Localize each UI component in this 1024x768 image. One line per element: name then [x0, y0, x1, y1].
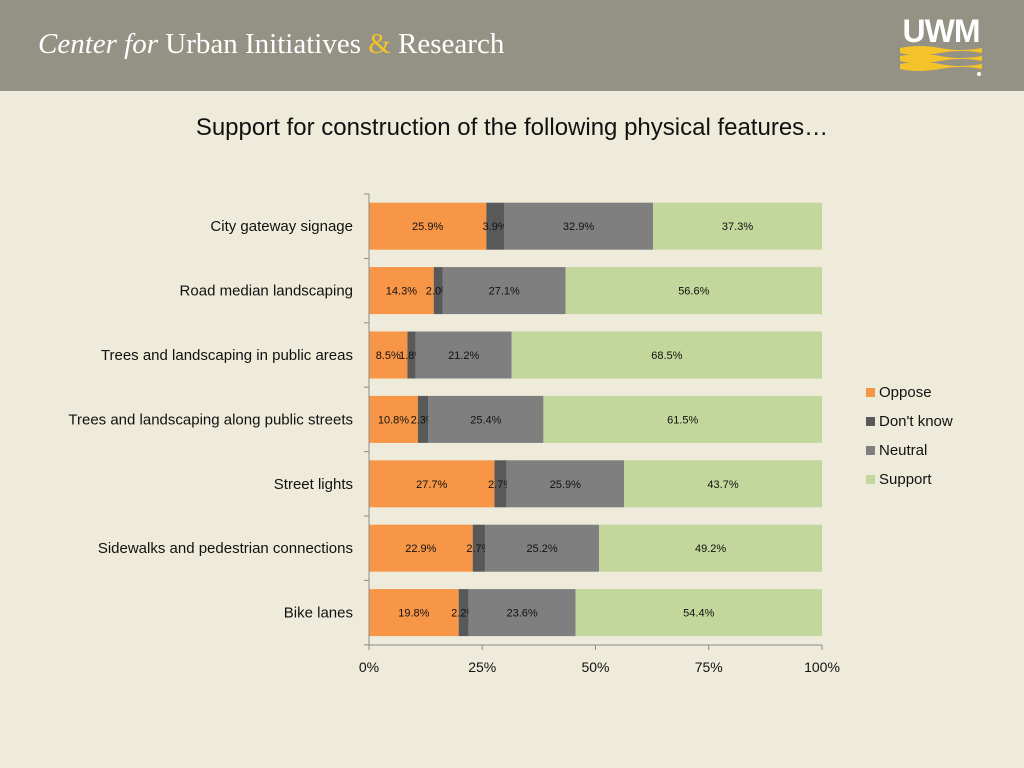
x-tick-label: 25% [468, 659, 496, 675]
uwm-logo-icon: UWM [900, 13, 982, 76]
data-label: 68.5% [651, 350, 682, 362]
bar-segment [369, 202, 487, 250]
bar-segment [575, 589, 822, 637]
bar-segment [369, 589, 459, 637]
data-label: 32.9% [563, 221, 594, 233]
category-label: City gateway signage [210, 218, 353, 235]
data-label: 56.6% [678, 286, 709, 298]
bar-segment [494, 460, 507, 508]
data-label: 8.5% [376, 350, 401, 362]
legend-swatch [866, 475, 875, 484]
data-label: 25.2% [526, 543, 557, 555]
bar-segment [472, 524, 485, 572]
data-label: 3.9% [483, 221, 508, 233]
bar-segment [503, 202, 654, 250]
legend-item: Support [866, 465, 953, 494]
bar-segment [369, 395, 418, 443]
bar-segment [653, 202, 822, 250]
data-label: 61.5% [667, 414, 698, 426]
data-label: 23.6% [507, 608, 538, 620]
chart-legend: Oppose Don't know Neutral Support [866, 378, 953, 494]
legend-label: Oppose [879, 384, 932, 401]
legend-swatch [866, 446, 875, 455]
bar-segment [369, 460, 495, 508]
data-label: 49.2% [695, 543, 726, 555]
bar-segment [415, 331, 512, 379]
data-label: 21.2% [448, 350, 479, 362]
x-tick-label: 100% [804, 659, 840, 675]
legend-item: Oppose [866, 378, 953, 407]
title-main: Urban Initiatives [165, 28, 361, 60]
data-label: 43.7% [707, 479, 738, 491]
bar-segment [565, 267, 822, 315]
organization-title: Center for Urban Initiatives & Research [38, 28, 504, 61]
bar-segment [468, 589, 576, 637]
data-label: 14.3% [386, 286, 417, 298]
bar-segment [511, 331, 822, 379]
bar-segment [407, 331, 416, 379]
bar-segment [369, 267, 434, 315]
legend-item: Neutral [866, 436, 953, 465]
x-tick-label: 75% [695, 659, 723, 675]
category-label: Trees and landscaping in public areas [101, 347, 353, 364]
legend-swatch [866, 417, 875, 426]
bar-segment [369, 524, 473, 572]
title-prefix: Center for [38, 28, 159, 60]
legend-label: Neutral [879, 442, 928, 459]
bar-segment [486, 202, 504, 250]
data-label: 10.8% [378, 414, 409, 426]
bar-segment [442, 267, 566, 315]
data-label: 25.4% [470, 414, 501, 426]
data-label: 25.9% [412, 221, 443, 233]
data-label: 27.1% [489, 286, 520, 298]
bar-segment [484, 524, 600, 572]
category-label: Sidewalks and pedestrian connections [98, 540, 353, 557]
bar-segment [543, 395, 822, 443]
header-banner: Center for Urban Initiatives & Research … [0, 0, 1024, 91]
logo-text: UWM [903, 13, 980, 49]
category-label: Trees and landscaping along public stree… [68, 411, 353, 428]
bar-segment [369, 331, 408, 379]
title-end: Research [398, 28, 505, 60]
bar-segment [417, 395, 429, 443]
data-label: 22.9% [405, 543, 436, 555]
bar-segment [506, 460, 625, 508]
data-label: 19.8% [398, 608, 429, 620]
x-tick-label: 0% [359, 659, 379, 675]
bar-segment [458, 589, 469, 637]
bar-segment [599, 524, 822, 572]
data-label: 37.3% [722, 221, 753, 233]
legend-label: Support [879, 471, 932, 488]
category-label: Bike lanes [284, 605, 353, 622]
x-tick-label: 50% [581, 659, 609, 675]
chart-title: Support for construction of the followin… [195, 114, 829, 141]
category-label: Street lights [274, 476, 353, 493]
bar-segment [428, 395, 544, 443]
bar-segment [624, 460, 822, 508]
legend-item: Don't know [866, 407, 953, 436]
bar-segment [433, 267, 443, 315]
category-label: Road median landscaping [180, 283, 353, 300]
data-label: 27.7% [416, 479, 447, 491]
data-label: 54.4% [683, 608, 714, 620]
legend-swatch [866, 388, 875, 397]
legend-label: Don't know [879, 413, 953, 430]
data-label: 25.9% [550, 479, 581, 491]
title-ampersand: & [368, 28, 391, 60]
